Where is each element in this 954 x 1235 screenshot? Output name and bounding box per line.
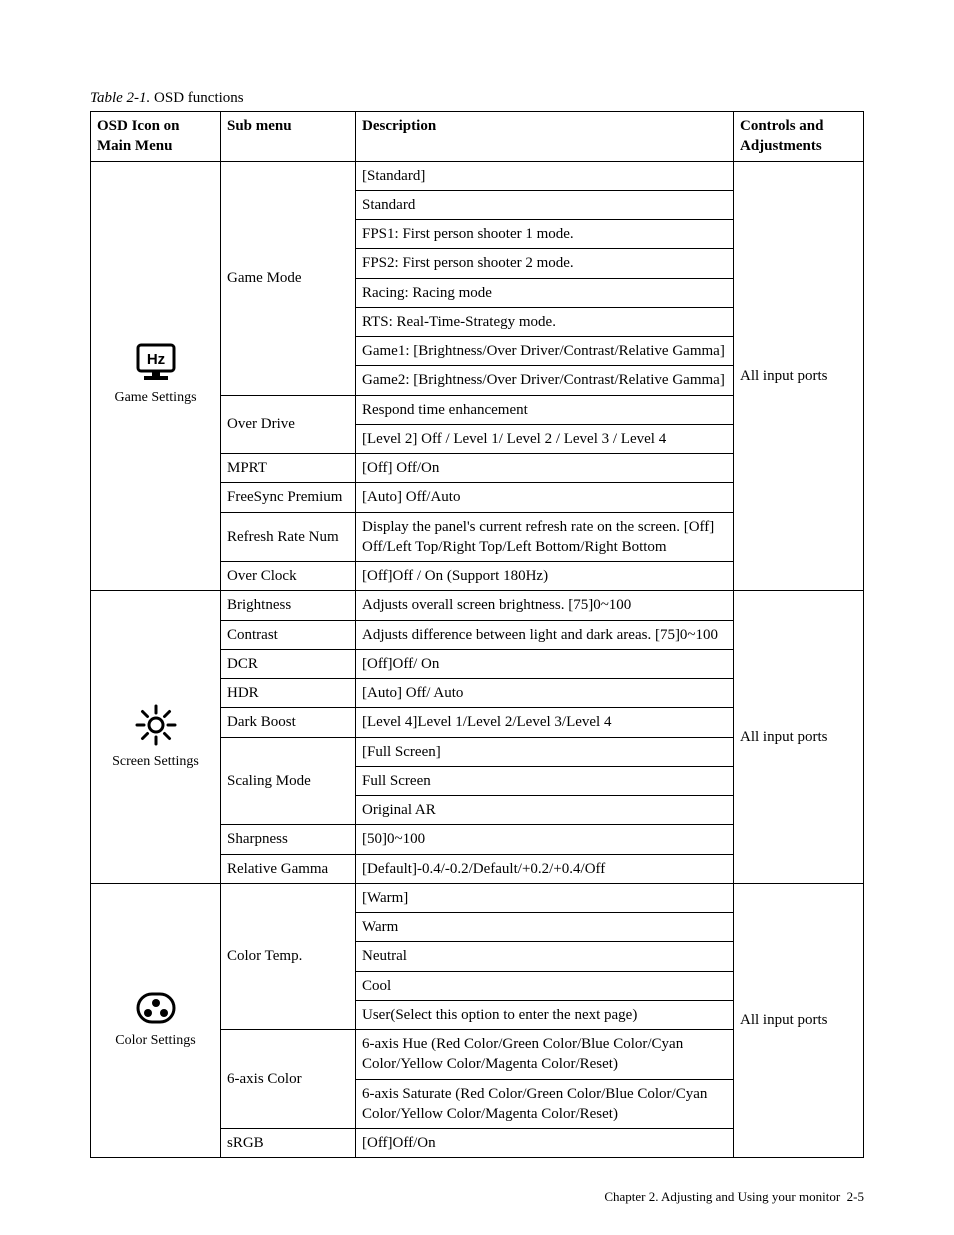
icon-cell: Screen Settings [91, 591, 221, 884]
desc-cell: [Level 2] Off / Level 1/ Level 2 / Level… [356, 424, 734, 453]
icon-cell: Hz Game Settings [91, 161, 221, 591]
desc-cell: [Off]Off / On (Support 180Hz) [356, 562, 734, 591]
caption-label: Table 2-1. [90, 90, 150, 106]
submenu-cell: Scaling Mode [221, 737, 356, 825]
caption-title: OSD functions [154, 90, 244, 106]
submenu-cell: Brightness [221, 591, 356, 620]
color-icon [134, 990, 178, 1026]
desc-cell: Warm [356, 913, 734, 942]
desc-cell: [50]0~100 [356, 825, 734, 854]
desc-cell: Racing: Racing mode [356, 278, 734, 307]
brightness-icon [134, 703, 178, 747]
submenu-cell: Relative Gamma [221, 854, 356, 883]
desc-cell: 6-axis Saturate (Red Color/Green Color/B… [356, 1079, 734, 1129]
ctrl-cell: All input ports [734, 161, 864, 591]
table-header-row: OSD Icon on Main Menu Sub menu Descripti… [91, 112, 864, 162]
desc-cell: Respond time enhancement [356, 395, 734, 424]
desc-cell: [Off]Off/ On [356, 649, 734, 678]
desc-cell: [Off] Off/On [356, 454, 734, 483]
desc-cell: 6-axis Hue (Red Color/Green Color/Blue C… [356, 1030, 734, 1080]
header-icon: OSD Icon on Main Menu [91, 112, 221, 162]
submenu-cell: Dark Boost [221, 708, 356, 737]
header-desc: Description [356, 112, 734, 162]
submenu-cell: Over Clock [221, 562, 356, 591]
submenu-cell: Game Mode [221, 161, 356, 395]
submenu-cell: Color Temp. [221, 883, 356, 1029]
desc-cell: Full Screen [356, 766, 734, 795]
hz-icon: Hz [134, 343, 178, 383]
table-row: Screen Settings Brightness Adjusts overa… [91, 591, 864, 620]
table-row: Color Settings Color Temp. [Warm] All in… [91, 883, 864, 912]
table-caption: Table 2-1. OSD functions [90, 90, 864, 107]
submenu-cell: 6-axis Color [221, 1030, 356, 1129]
page-footer: Chapter 2. Adjusting and Using your moni… [604, 1189, 864, 1205]
group-label: Screen Settings [112, 753, 199, 772]
submenu-cell: Contrast [221, 620, 356, 649]
icon-cell: Color Settings [91, 883, 221, 1158]
group-label: Game Settings [114, 389, 196, 408]
desc-cell: [Full Screen] [356, 737, 734, 766]
submenu-cell: Refresh Rate Num [221, 512, 356, 562]
header-sub: Sub menu [221, 112, 356, 162]
desc-cell: Adjusts difference between light and dar… [356, 620, 734, 649]
footer-chapter: Chapter 2. Adjusting and Using your moni… [604, 1189, 840, 1204]
desc-cell: [Auto] Off/Auto [356, 483, 734, 512]
group-label: Color Settings [115, 1032, 196, 1051]
desc-cell: Adjusts overall screen brightness. [75]0… [356, 591, 734, 620]
submenu-cell: HDR [221, 679, 356, 708]
desc-cell: [Default]-0.4/-0.2/Default/+0.2/+0.4/Off [356, 854, 734, 883]
submenu-cell: MPRT [221, 454, 356, 483]
submenu-cell: sRGB [221, 1129, 356, 1158]
footer-page: 2-5 [847, 1189, 864, 1204]
desc-cell: User(Select this option to enter the nex… [356, 1000, 734, 1029]
desc-cell: Original AR [356, 796, 734, 825]
desc-cell: [Level 4]Level 1/Level 2/Level 3/Level 4 [356, 708, 734, 737]
submenu-cell: DCR [221, 649, 356, 678]
submenu-cell: FreeSync Premium [221, 483, 356, 512]
desc-cell: [Auto] Off/ Auto [356, 679, 734, 708]
desc-cell: Cool [356, 971, 734, 1000]
submenu-cell: Over Drive [221, 395, 356, 454]
ctrl-cell: All input ports [734, 883, 864, 1158]
osd-table: OSD Icon on Main Menu Sub menu Descripti… [90, 111, 864, 1158]
desc-cell: RTS: Real-Time-Strategy mode. [356, 307, 734, 336]
desc-cell: Standard [356, 190, 734, 219]
page: Table 2-1. OSD functions OSD Icon on Mai… [0, 0, 954, 1235]
ctrl-cell: All input ports [734, 591, 864, 884]
submenu-cell: Sharpness [221, 825, 356, 854]
desc-cell: [Warm] [356, 883, 734, 912]
desc-cell: [Off]Off/On [356, 1129, 734, 1158]
desc-cell: FPS2: First person shooter 2 mode. [356, 249, 734, 278]
header-ctrl: Controls and Adjustments [734, 112, 864, 162]
svg-text:Hz: Hz [146, 351, 164, 368]
desc-cell: Game2: [Brightness/Over Driver/Contrast/… [356, 366, 734, 395]
desc-cell: Neutral [356, 942, 734, 971]
desc-cell: Game1: [Brightness/Over Driver/Contrast/… [356, 337, 734, 366]
desc-cell: [Standard] [356, 161, 734, 190]
desc-cell: FPS1: First person shooter 1 mode. [356, 220, 734, 249]
desc-cell: Display the panel's current refresh rate… [356, 512, 734, 562]
table-row: Hz Game Settings Game Mode [Standard] Al… [91, 161, 864, 190]
